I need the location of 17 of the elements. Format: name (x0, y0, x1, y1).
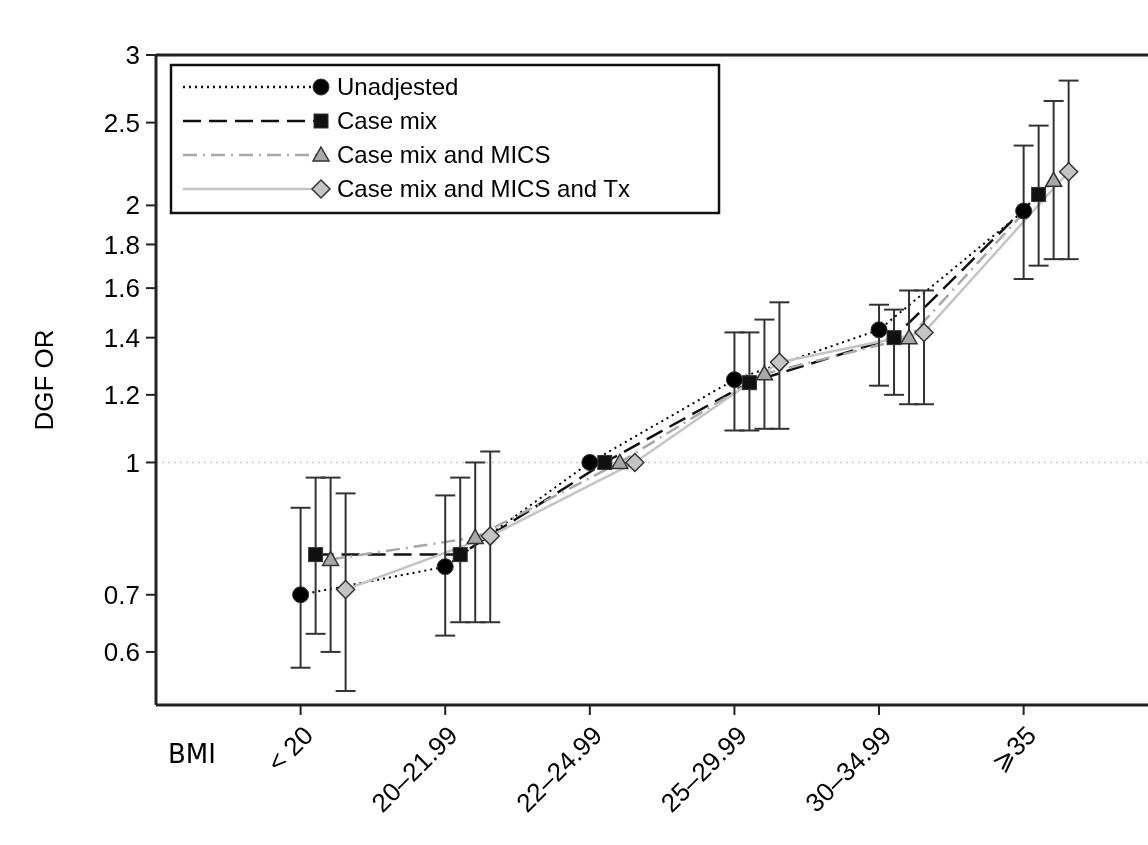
x-tick-label: < 20 (261, 720, 319, 778)
y-tick-label: 1.6 (103, 273, 140, 304)
y-tick-label: 2.5 (103, 107, 140, 138)
legend-label: Case mix and MICS and Tx (337, 175, 631, 203)
y-tick-label: 0.6 (103, 637, 140, 668)
y-tick-label: 3 (125, 40, 140, 71)
legend-label: Unadjested (337, 73, 459, 101)
legend-label: Case mix (337, 107, 438, 135)
legend-label: Case mix and MICS (337, 141, 551, 169)
y-tick-label: 2 (125, 190, 140, 221)
y-tick-label: 1 (125, 447, 140, 478)
x-axis-title: BMI (168, 739, 216, 769)
y-tick-label: 1.8 (103, 229, 140, 260)
y-tick-label: 1.4 (103, 322, 140, 353)
y-axis-title: DGF OR (29, 329, 59, 431)
y-tick-label: 0.7 (103, 579, 140, 610)
y-tick-label: 1.2 (103, 379, 140, 410)
